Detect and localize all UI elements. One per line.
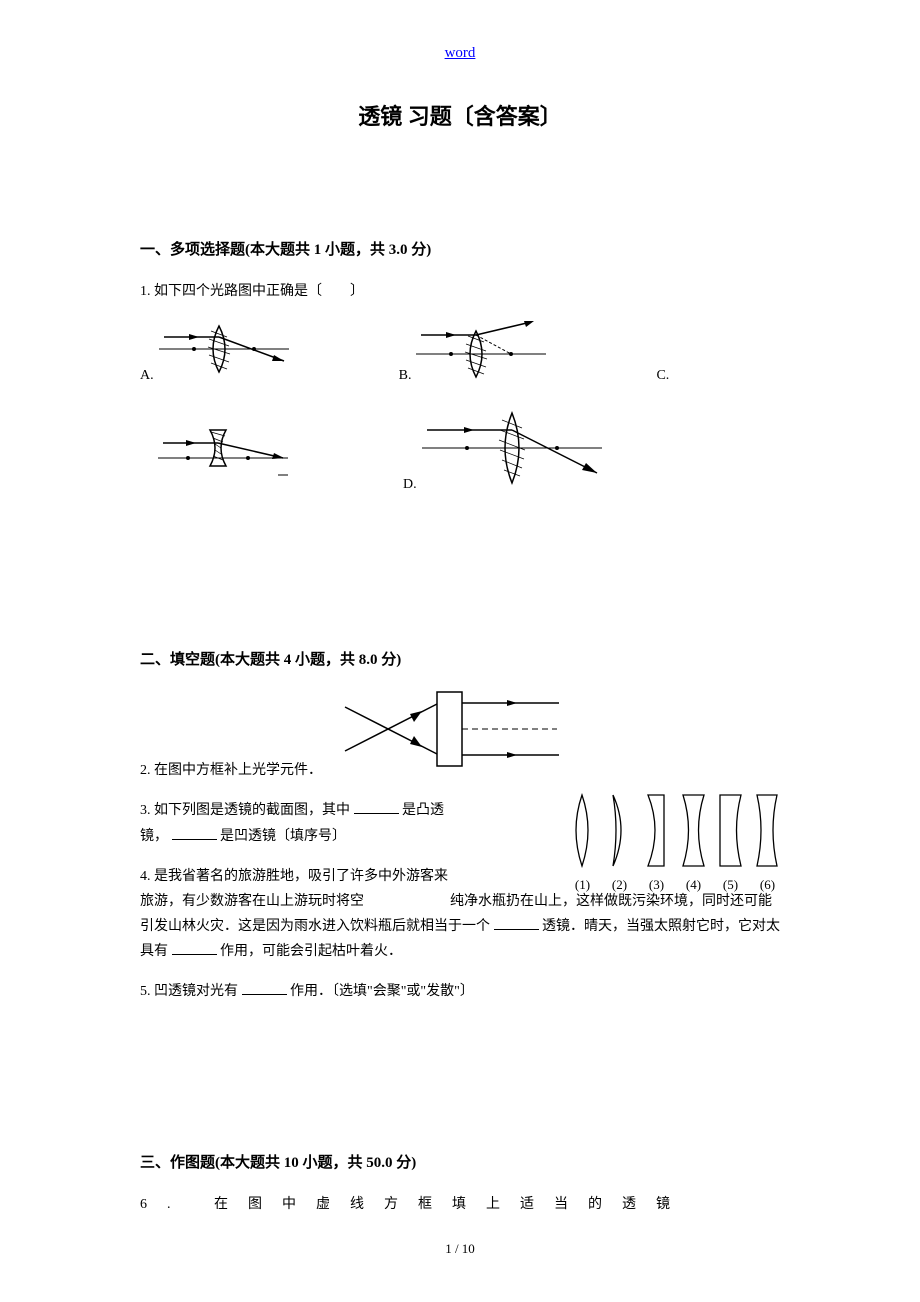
q3-container: 3. 如下列图是透镜的截面图，其中 是凸透镜， 是凹透镜〔填序号〕 (1) (2… [140,798,780,848]
q1-diagram-a [159,319,289,388]
shape-label-4: (4) [686,873,701,896]
q1-choices-row2: D. [140,408,780,497]
section2-header: 二、填空题(本大题共 4 小题，共 8.0 分) [140,647,780,674]
q3-blank2 [172,824,217,840]
shape-label-3: (3) [649,873,664,896]
q1-label-b: B. [399,363,412,388]
q5-blank [242,979,287,995]
page-title: 透镜 习题〔含答案〕 [140,97,780,137]
q5-prefix: 5. 凹透镜对光有 [140,984,242,999]
q3-suffix: 是凹透镜〔填序号〕 [217,829,347,844]
q3-diagram: (1) (2) (3) (4) (5) (6) [570,793,780,896]
section3-header: 三、作图题(本大题共 10 小题，共 50.0 分) [140,1150,780,1177]
q2-text: 2. 在图中方框补上光学元件． [140,758,322,783]
shape-label-2: (2) [612,873,627,896]
section1-header: 一、多项选择题(本大题共 1 小题，共 3.0 分) [140,237,780,264]
q1-text: 1. 如下四个光路图中正确是〔 〕 [140,279,780,304]
q4-prefix-narrow: 4. 是我省著名的旅游胜地，吸引了许多中外游客来旅游，有少数游客在山上游玩时将空 [140,864,450,914]
q1-diagram-b [416,319,546,388]
shape-label-5: (5) [723,873,738,896]
q1-choices-row1: A. B. [140,319,780,388]
q1-diagram-c [158,418,288,497]
q3-blank1 [354,798,399,814]
q1-label-d: D. [403,472,417,497]
q1-label-c: C. [656,363,669,388]
q5-suffix: 作用．〔选填"会聚"或"发散"〕 [287,984,474,999]
q4-blank1 [494,914,539,930]
q3-prefix: 3. 如下列图是透镜的截面图，其中 [140,803,354,818]
q4-suffix: 作用，可能会引起枯叶着火． [217,944,403,959]
page-number: 1 / 10 [140,1237,780,1260]
header-word: word [140,40,780,67]
q4-blank2 [172,939,217,955]
q2-diagram [342,689,562,778]
q6-text: 6. 在图中虚线方框填上适当的透镜 [140,1192,780,1217]
shape-label-6: (6) [760,873,775,896]
q1-diagram-d [422,408,602,497]
shape-label-1: (1) [575,873,590,896]
q5-text: 5. 凹透镜对光有 作用．〔选填"会聚"或"发散"〕 [140,979,780,1004]
q1-label-a: A. [140,363,154,388]
